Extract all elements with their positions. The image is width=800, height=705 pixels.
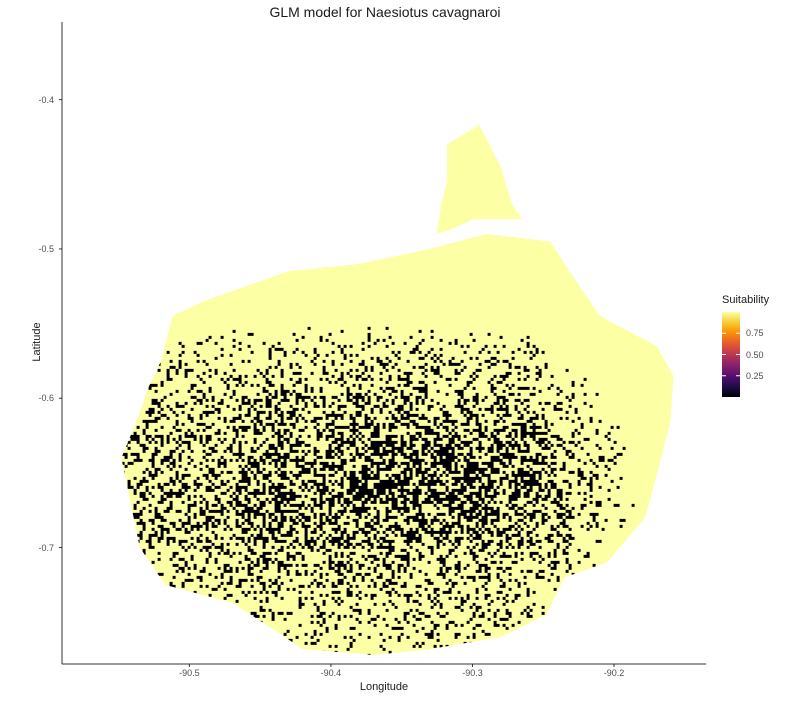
axes [61, 22, 706, 665]
legend-tick-label: 0.50 [746, 349, 764, 360]
legend-tick-label: 0.75 [746, 328, 764, 339]
island-high-suitability [121, 234, 674, 655]
x-axis-title: Longitude [359, 681, 409, 693]
y-tick-label: -0.6 [38, 393, 54, 404]
legend-colorbar [722, 312, 740, 397]
low-suitability-speckle [121, 326, 635, 655]
x-tick-label: -90.2 [603, 668, 625, 678]
y-tick-label: -0.4 [38, 94, 54, 105]
suitability-raster [121, 125, 674, 655]
legend-title: Suitability [722, 294, 770, 306]
northern-extension [437, 125, 522, 234]
x-tick-label: -90.5 [179, 668, 200, 678]
y-axis-title: Latitude [31, 322, 43, 362]
legend-tick-label: 0.25 [746, 370, 764, 381]
legend [722, 312, 740, 397]
x-tick-label: -90.4 [320, 668, 342, 678]
plot-title: GLM model for Naesiotus cavagnaroi [269, 4, 501, 20]
tick-marks [59, 99, 615, 667]
y-tick-label: -0.5 [38, 243, 54, 254]
x-tick-label: -90.3 [462, 668, 483, 678]
speckle-cells [121, 326, 635, 655]
y-tick-label: -0.7 [38, 542, 54, 553]
